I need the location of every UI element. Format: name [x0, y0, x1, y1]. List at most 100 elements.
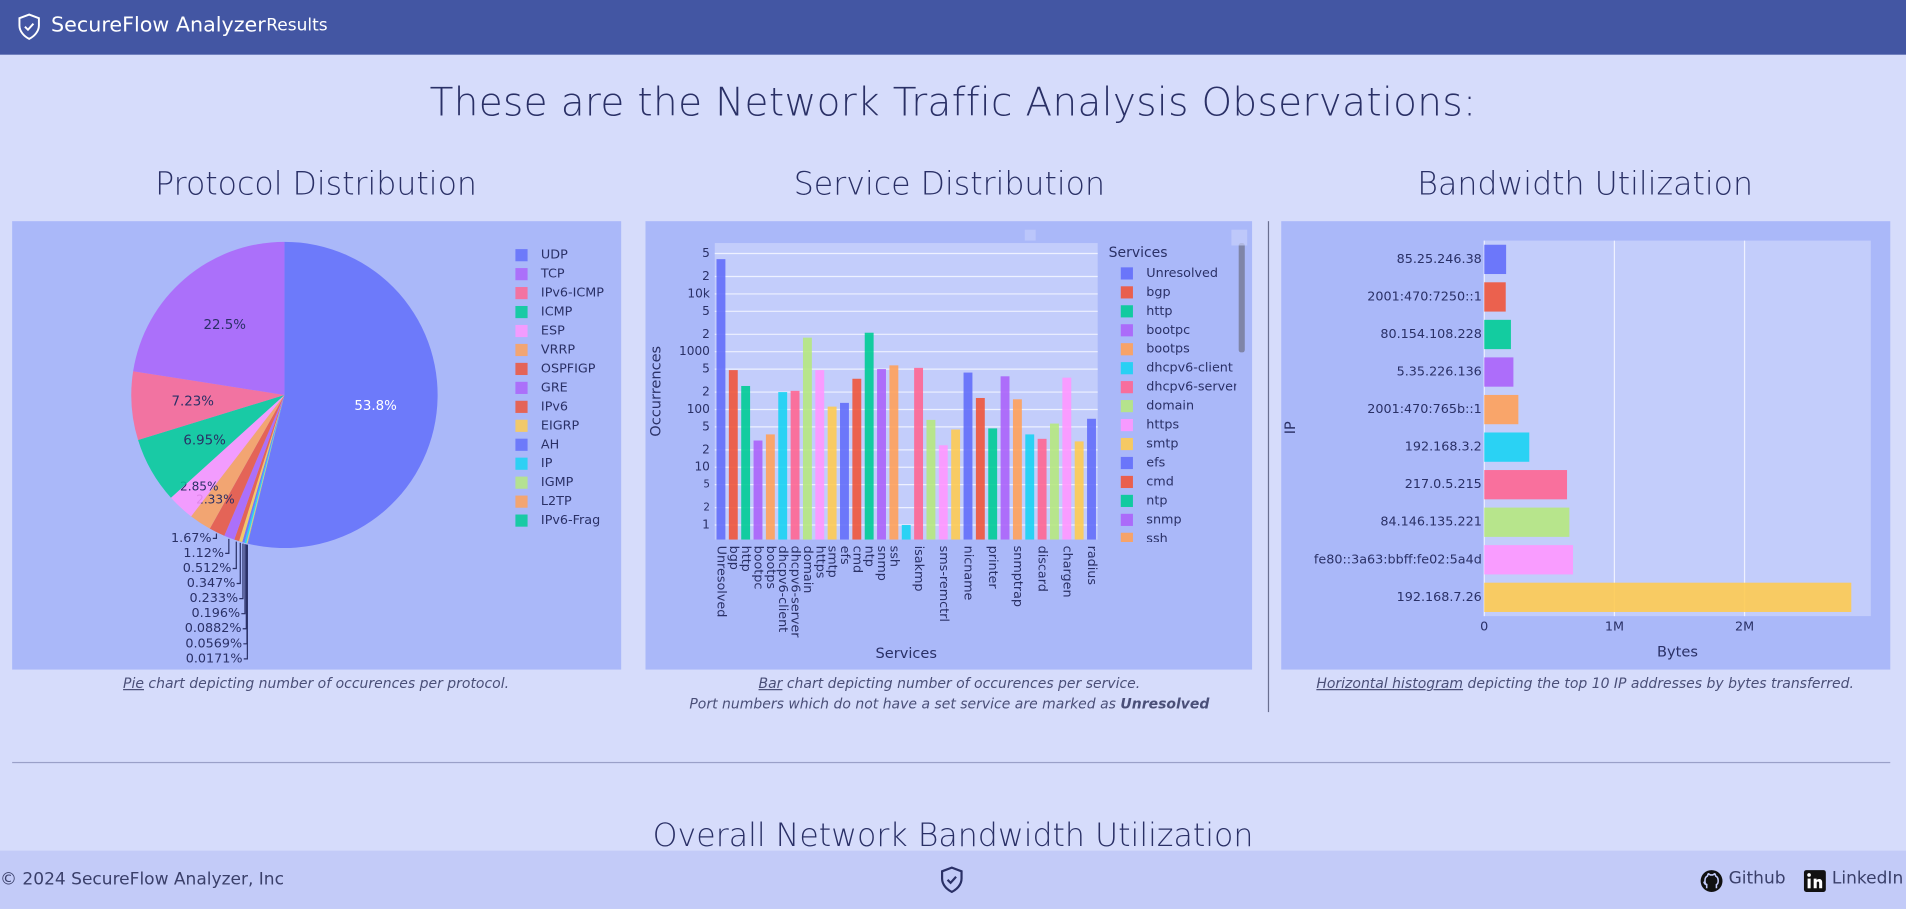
pie-slice — [131, 371, 285, 441]
leader-line — [241, 544, 246, 615]
y-tick-label: fe80::3a63:bbff:fe02:5a4d — [1314, 552, 1482, 567]
modebar-button[interactable] — [1231, 229, 1248, 246]
slice-label: 6.95% — [183, 433, 225, 448]
leader-line — [232, 541, 237, 570]
y-tick-label: 5 — [702, 362, 710, 376]
slice-label: 0.0171% — [186, 651, 243, 666]
slice-label: 0.0569% — [185, 636, 242, 651]
bar — [1025, 434, 1035, 540]
legend-swatch — [1120, 324, 1133, 337]
legend-swatch — [1120, 456, 1133, 470]
slice-label: 1.67% — [171, 531, 212, 546]
caption-bold: Unresolved — [1120, 695, 1210, 713]
bar — [938, 445, 948, 540]
legend-swatch — [515, 457, 528, 470]
legend-label: chargen — [1146, 664, 1198, 679]
pie-slice — [191, 394, 285, 529]
legend-swatch — [515, 305, 528, 319]
bar — [1484, 319, 1511, 350]
y-tick-label: 100 — [687, 402, 710, 416]
caption-link[interactable]: Pie — [123, 674, 144, 692]
x-tick-label: nicname — [960, 546, 975, 601]
legend-swatch — [1120, 362, 1133, 375]
chart-title: Protocol Distribution — [155, 166, 477, 203]
nav-link[interactable]: Results — [266, 15, 328, 36]
legend-label: printer — [1146, 607, 1190, 622]
bar — [1484, 282, 1506, 312]
y-tick-label: 192.168.3.2 — [1405, 440, 1482, 455]
bar — [975, 397, 985, 540]
pie-slice — [247, 394, 285, 544]
caption-link[interactable]: Bar — [758, 674, 783, 692]
x-tick-label: printer — [985, 546, 1000, 590]
caption-text: depicting the top 10 IP addresses by byt… — [1463, 674, 1854, 692]
legend-label: VRRP — [541, 342, 575, 357]
legend-label: UDP — [541, 248, 568, 263]
bar — [840, 402, 849, 540]
legend-label: discard — [1146, 645, 1192, 660]
legend-swatch — [1120, 343, 1133, 356]
linkedin-icon[interactable] — [1803, 869, 1827, 893]
y-tick-label: 5 — [702, 246, 710, 260]
slice-label: 7.23% — [172, 395, 214, 410]
legend-label: domain — [1146, 399, 1194, 414]
github-icon[interactable] — [1699, 869, 1723, 893]
y-axis-title: Occurrences — [647, 346, 664, 437]
legend-label: radius — [1146, 683, 1186, 698]
slice-label: 0.196% — [191, 606, 240, 621]
bar — [1484, 582, 1852, 612]
y-tick-label: 217.0.5.215 — [1405, 477, 1482, 492]
pie-slice — [239, 394, 285, 543]
bar — [1037, 438, 1047, 540]
y-tick-label: 10 — [694, 460, 709, 474]
pie-slice — [246, 394, 285, 544]
caption: Pie chart depicting number of occurences… — [0, 673, 632, 694]
legend-label: AH — [541, 437, 559, 452]
legend-swatch — [1120, 419, 1133, 432]
x-tick-label: https — [812, 546, 827, 579]
slice-label: 0.0882% — [185, 621, 242, 636]
caption-text: chart depicting number of occurences per… — [143, 674, 510, 692]
legend-label: snmp — [1146, 512, 1181, 527]
legend-label: OSPFIGP — [541, 361, 596, 376]
legend-label: IPv6 — [541, 399, 568, 414]
y-tick-label: 2001:470:765b::1 — [1367, 402, 1482, 417]
x-tick-label: domain — [800, 546, 815, 594]
x-tick-label: isakmp — [911, 546, 926, 592]
legend-label: ssh — [1146, 531, 1167, 546]
bar — [753, 440, 763, 540]
legend-scrollbar[interactable] — [1238, 243, 1245, 353]
divider — [12, 761, 1891, 764]
y-tick-label: 2001:470:7250::1 — [1367, 289, 1482, 304]
legend-swatch — [1121, 684, 1133, 696]
legend-label: http — [1146, 304, 1172, 319]
footer-link[interactable]: Github — [1728, 868, 1786, 889]
bar — [889, 365, 899, 540]
leader-line — [212, 533, 218, 539]
y-tick-label: 5 — [702, 304, 710, 318]
y-axis-title: IP — [1282, 421, 1299, 434]
y-tick-label: 84.146.135.221 — [1380, 515, 1481, 530]
bar — [1050, 423, 1059, 540]
modebar-button[interactable] — [1024, 229, 1036, 241]
legend-swatch — [515, 419, 528, 432]
legend-label: IGMP — [541, 475, 574, 490]
legend-label: L2TP — [541, 494, 572, 509]
legend-swatch — [515, 343, 528, 357]
bar — [963, 372, 973, 540]
pie-slice — [170, 394, 285, 517]
legend-label: GRE — [541, 380, 568, 395]
legend-swatch — [515, 249, 528, 262]
footer-link[interactable]: LinkedIn — [1831, 868, 1904, 889]
legend-swatch — [1120, 475, 1133, 489]
y-tick-label: 2 — [703, 502, 710, 514]
legend-label: IPv6-ICMP — [541, 286, 604, 301]
legend-label: dhcpv6-server — [1146, 380, 1239, 395]
brand[interactable]: SecureFlow Analyzer — [51, 13, 266, 38]
y-tick-label: 2 — [702, 442, 710, 456]
legend-swatch — [1121, 665, 1133, 677]
bar — [1484, 470, 1568, 500]
caption-link[interactable]: Horizontal histogram — [1316, 674, 1464, 692]
x-tick-label: Unresolved — [713, 546, 728, 618]
x-tick-label: cmd — [849, 546, 864, 574]
